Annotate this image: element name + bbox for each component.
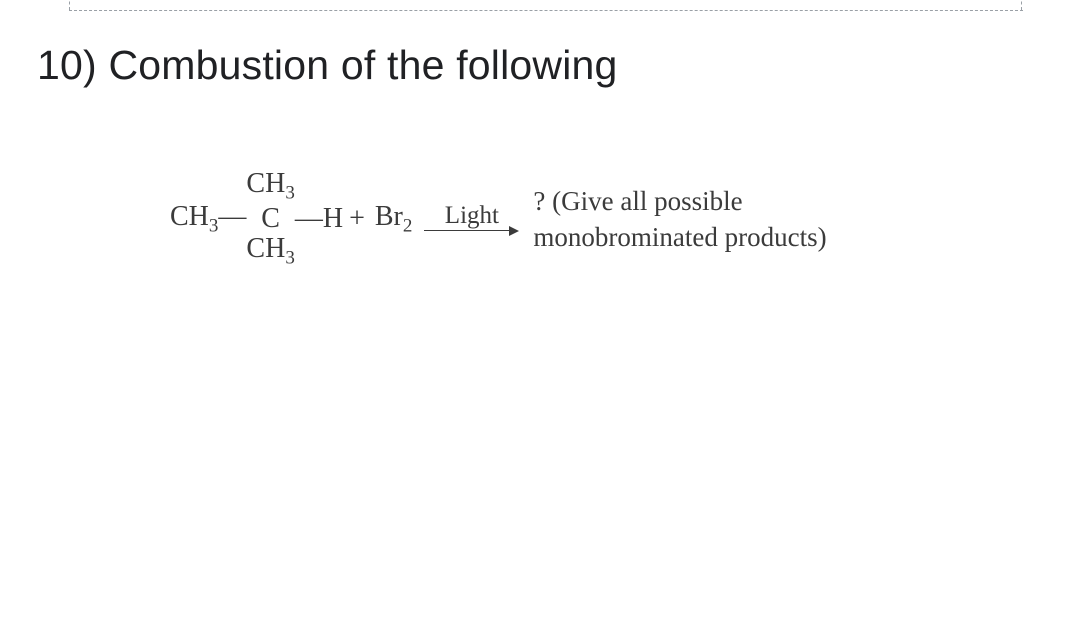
reaction-row: CH3 CH3— C —H	[170, 170, 930, 268]
reaction-equation: CH3 CH3— C —H	[170, 170, 930, 268]
arrow-icon	[424, 226, 519, 236]
plus-sign: +	[349, 203, 365, 235]
page: 10) Combustion of the following CH3 CH3—	[0, 0, 1080, 630]
reagent-br2: Br2	[375, 201, 413, 238]
reagent-sub: 2	[403, 215, 413, 236]
struct-left-group-sub: 3	[209, 215, 219, 236]
question-title-text: Combustion of the following	[108, 42, 617, 88]
reagent-text: Br	[375, 201, 403, 232]
struct-left-group: CH3—	[170, 203, 246, 236]
struct-bottom-group-text: CH	[246, 233, 285, 264]
top-dashed-border	[69, 10, 1023, 13]
struct-hbond-right: —	[295, 203, 323, 234]
struct-center-atom: C	[261, 205, 280, 233]
struct-bottom-group-sub: 3	[285, 248, 295, 269]
struct-left-group-text: CH	[170, 201, 209, 232]
struct-bottom-group: CH3	[246, 235, 294, 268]
struct-hbond-left: —	[218, 201, 246, 232]
question-number: 10)	[37, 42, 97, 88]
product-line1: ? (Give all possible	[533, 186, 742, 216]
struct-right-atom-cell: —H	[295, 205, 343, 233]
reaction-arrow: Light	[424, 202, 519, 236]
struct-right-atom: H	[323, 203, 343, 234]
top-dashed-right-stub	[1021, 0, 1024, 10]
struct-top-group-sub: 3	[285, 183, 295, 204]
top-dashed-left-stub	[69, 0, 72, 10]
product-line2: monobrominated products)	[533, 219, 826, 255]
struct-top-group: CH3	[246, 170, 294, 203]
product-text: ? (Give all possible monobrominated prod…	[533, 183, 826, 256]
struct-top-group-text: CH	[246, 168, 285, 199]
reactant-structure: CH3 CH3— C —H	[170, 170, 343, 268]
question-title: 10) Combustion of the following	[37, 42, 618, 89]
